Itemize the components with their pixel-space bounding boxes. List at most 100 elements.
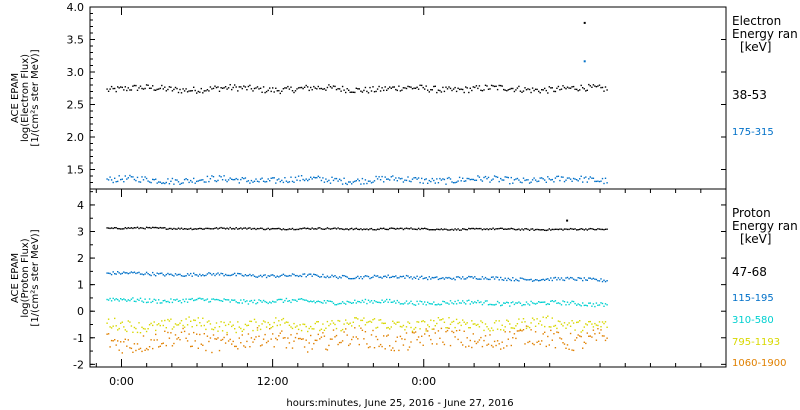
data-point (598, 280, 601, 282)
data-point (205, 299, 207, 301)
data-point (606, 228, 608, 230)
data-point (483, 278, 485, 280)
data-point (209, 323, 212, 325)
data-point (496, 228, 499, 230)
data-point (191, 228, 193, 231)
x-tick-label-1: 12:00 (257, 375, 289, 388)
data-point (495, 176, 497, 178)
data-point (544, 325, 546, 328)
data-point (243, 227, 245, 229)
data-point (325, 276, 327, 279)
data-point (601, 280, 604, 283)
data-point (472, 323, 474, 325)
data-point (445, 276, 447, 279)
data-point (237, 178, 239, 181)
data-point (512, 87, 514, 90)
data-point (513, 333, 516, 335)
data-point (275, 182, 277, 184)
data-point (305, 84, 307, 87)
data-point (516, 302, 519, 304)
data-point (235, 227, 237, 229)
data-point (591, 278, 593, 280)
data-point (314, 87, 316, 89)
data-point (194, 182, 196, 184)
data-point (361, 329, 364, 331)
data-point (281, 298, 283, 301)
data-point (407, 275, 409, 277)
data-point (416, 321, 418, 323)
data-point (604, 228, 607, 230)
data-point (165, 327, 167, 329)
data-point (541, 229, 543, 231)
data-point (586, 332, 588, 334)
data-point (308, 228, 310, 230)
data-point (302, 178, 304, 181)
data-point (536, 88, 538, 91)
data-point (487, 343, 490, 345)
data-point (364, 275, 367, 277)
data-point (255, 303, 257, 305)
data-point (199, 179, 201, 182)
proton-legend-subtitle: Energy ran (732, 219, 798, 233)
data-point (288, 342, 291, 344)
x-tick-label-0: 0:00 (109, 375, 134, 388)
data-point (162, 227, 164, 229)
data-point (335, 334, 338, 337)
data-point (422, 182, 424, 184)
data-point (206, 175, 209, 178)
data-point (253, 227, 256, 230)
data-point (176, 338, 178, 340)
data-point (176, 179, 178, 181)
data-point (261, 344, 263, 346)
data-point (603, 279, 605, 281)
data-point (372, 86, 374, 88)
data-point (241, 87, 243, 90)
data-point (519, 277, 522, 279)
data-point (437, 317, 440, 319)
data-point (528, 326, 531, 329)
data-point (437, 278, 440, 281)
data-point (196, 333, 198, 335)
data-point (130, 176, 133, 178)
data-point (557, 175, 560, 177)
data-point (554, 324, 557, 327)
data-point (305, 299, 307, 301)
data-point (563, 180, 566, 183)
data-point (279, 228, 281, 230)
data-point (372, 229, 374, 231)
electron-series-points (106, 21, 608, 186)
data-point (334, 323, 336, 326)
data-point (106, 178, 108, 180)
data-point (348, 229, 350, 231)
data-point (294, 299, 297, 301)
data-point (288, 88, 291, 90)
data-point (417, 336, 420, 338)
data-point (428, 302, 430, 305)
data-point (483, 228, 485, 230)
data-point (249, 182, 251, 184)
data-point (417, 227, 420, 230)
data-point (562, 342, 564, 344)
data-point (341, 228, 344, 230)
data-point (299, 298, 301, 300)
data-point (332, 227, 335, 230)
data-point (199, 333, 201, 336)
data-point (343, 275, 345, 277)
data-point (401, 303, 403, 305)
data-point (512, 301, 514, 303)
data-point (387, 228, 389, 231)
data-point (492, 346, 494, 348)
data-point (539, 177, 541, 179)
data-point (200, 227, 202, 230)
data-point (413, 228, 415, 230)
data-point (512, 277, 514, 279)
data-point (276, 179, 278, 181)
data-point (428, 326, 430, 328)
data-point (231, 274, 233, 276)
data-point (598, 228, 601, 230)
data-point (521, 228, 523, 230)
data-point (462, 177, 464, 179)
data-point (378, 85, 380, 88)
data-point (209, 178, 212, 180)
data-point (273, 321, 275, 324)
